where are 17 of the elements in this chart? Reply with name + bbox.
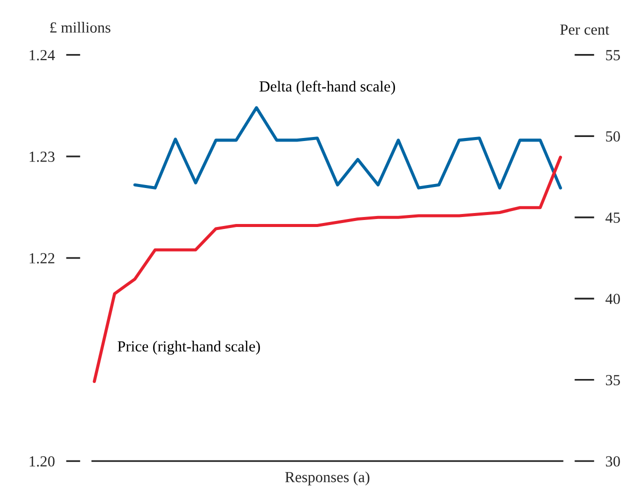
y-tick-label: 1.23 <box>30 152 55 162</box>
y-tick-label: 1.20 <box>30 456 55 467</box>
y-tick-label: 1.24 <box>30 50 55 60</box>
y-tick-label: 1.22 <box>30 253 54 264</box>
x-axis-title: Responses (a) <box>285 472 370 486</box>
y2-tick-label: 35 <box>606 375 620 386</box>
series-label: Price (right-hand scale) <box>118 340 260 355</box>
y2-tick-label: 45 <box>606 212 620 223</box>
line-series <box>133 106 562 190</box>
y2-axis-title: Per cent <box>560 24 610 35</box>
y-axis-title: £ millions <box>50 22 110 33</box>
y2-tick-label: 55 <box>606 50 620 60</box>
series-label: Delta (left-hand scale) <box>260 80 396 95</box>
y2-tick-label: 50 <box>606 131 620 142</box>
y2-tick-label: 30 <box>606 456 620 467</box>
y2-tick-label: 40 <box>606 294 620 304</box>
line-series <box>92 156 562 384</box>
